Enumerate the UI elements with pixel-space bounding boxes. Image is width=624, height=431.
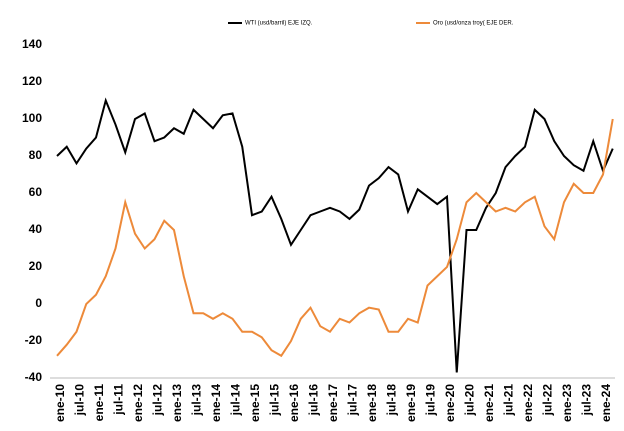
- x-tick-label: ene-12: [131, 384, 145, 422]
- x-tick-label: ene-10: [53, 384, 67, 422]
- x-tick-label: jul-10: [73, 384, 87, 417]
- y-tick-label: 60: [29, 185, 43, 199]
- x-tick-label: ene-20: [443, 384, 457, 422]
- x-tick-label: ene-24: [599, 384, 613, 422]
- x-tick-label: ene-17: [326, 384, 340, 422]
- y-tick-label: 0: [35, 296, 42, 310]
- x-tick-label: ene-18: [365, 384, 379, 422]
- x-tick-label: jul-15: [268, 384, 282, 417]
- x-tick-label: jul-21: [502, 384, 516, 417]
- x-tick-label: jul-11: [112, 384, 126, 416]
- x-tick-label: ene-23: [560, 384, 574, 422]
- y-tick-label: 140: [22, 37, 42, 51]
- x-tick-label: ene-13: [170, 384, 184, 422]
- y-tick-label: -40: [25, 370, 43, 384]
- x-tick-label: jul-17: [346, 384, 360, 417]
- x-tick-label: jul-20: [463, 384, 477, 417]
- x-tick-label: jul-23: [580, 384, 594, 417]
- x-tick-label: ene-11: [92, 384, 106, 422]
- x-tick-label: jul-12: [151, 384, 165, 417]
- y-tick-label: 120: [22, 74, 42, 88]
- x-tick-label: jul-19: [424, 384, 438, 417]
- x-tick-label: ene-15: [248, 384, 262, 422]
- y-tick-label: -20: [25, 333, 43, 347]
- x-tick-label: ene-19: [404, 384, 418, 422]
- series-line: [56, 97, 614, 373]
- x-tick-label: jul-14: [229, 384, 243, 417]
- legend-label: WTI (usd/barril) EJE IZQ.: [245, 21, 313, 27]
- x-tick-label: ene-22: [521, 384, 535, 422]
- y-tick-label: 80: [29, 148, 43, 162]
- y-tick-label: 100: [22, 111, 42, 125]
- y-tick-label: 40: [29, 222, 43, 236]
- x-tick-label: jul-18: [385, 384, 399, 417]
- legend-label: Oro (usd/onza troy( EJE DER.: [433, 21, 514, 27]
- x-tick-label: ene-21: [482, 384, 496, 422]
- x-tick-label: jul-16: [307, 384, 321, 417]
- x-tick-label: jul-13: [190, 384, 204, 417]
- series-line: [56, 118, 614, 358]
- x-tick-label: jul-22: [541, 384, 555, 417]
- x-tick-label: ene-14: [209, 384, 223, 422]
- y-tick-label: 20: [29, 259, 43, 273]
- x-tick-label: ene-16: [287, 384, 301, 422]
